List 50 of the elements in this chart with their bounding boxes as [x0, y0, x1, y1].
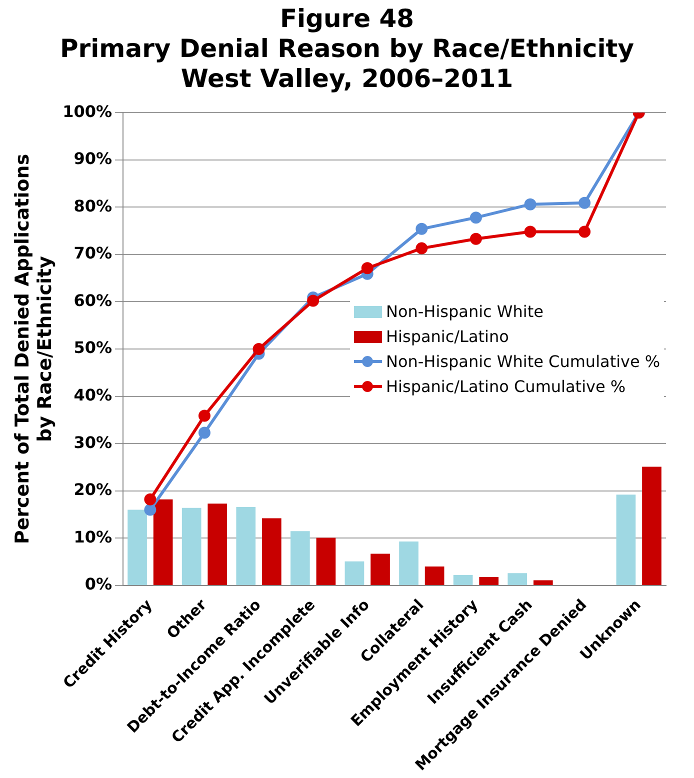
y-tick-label: 40%: [74, 385, 112, 404]
point: [578, 196, 591, 209]
point: [578, 226, 591, 238]
bar: [533, 580, 553, 585]
bar: [128, 510, 147, 585]
y-tick-label: 50%: [74, 338, 112, 358]
legend-label: Non-Hispanic White Cumulative %: [386, 351, 660, 374]
point: [144, 493, 156, 506]
bar: [399, 541, 418, 585]
point: [524, 226, 536, 238]
point: [144, 504, 156, 516]
y-tick-label: 60%: [74, 290, 112, 310]
point: [198, 410, 210, 422]
bar: [453, 575, 473, 585]
point: [198, 426, 210, 439]
bar: [316, 538, 336, 585]
bar: [153, 499, 173, 585]
bar: [182, 508, 202, 585]
y-tick-label: 0%: [84, 574, 112, 594]
bar: [508, 573, 528, 585]
point: [252, 343, 265, 356]
bar: [642, 466, 662, 585]
y-tick-label: 100%: [62, 102, 112, 121]
y-tick-label: 80%: [74, 196, 112, 216]
y-tick-label: 90%: [74, 149, 112, 168]
point: [470, 212, 482, 224]
bar: [208, 504, 228, 585]
bar: [479, 576, 499, 585]
bar: [290, 531, 310, 585]
chart-title: Figure 48 Primary Denial Reason by Race/Ethnicity West Valley, 2006–2011: [58, 4, 636, 94]
point: [416, 242, 428, 254]
point: [470, 232, 482, 245]
legend-label: Hispanic/Latino Cumulative %: [386, 376, 626, 398]
bar: [616, 494, 636, 585]
point: [361, 262, 374, 274]
y-tick-label: 20%: [74, 480, 112, 500]
y-tick-label: 70%: [74, 244, 112, 263]
bar: [262, 518, 282, 585]
y-tick-label: 30%: [74, 432, 112, 452]
legend-label: Non-Hispanic White: [386, 301, 544, 324]
legend-label: Hispanic/Latino: [386, 326, 509, 348]
bar: [344, 561, 364, 585]
y-tick-label: 10%: [74, 527, 112, 546]
point: [307, 294, 320, 307]
bar: [236, 506, 256, 585]
bar: [370, 554, 390, 585]
point: [416, 222, 428, 235]
y-axis-title: Percent of Total Denied Applications by Race/Ethnicity: [11, 154, 56, 544]
point: [524, 198, 536, 210]
bar: [424, 566, 444, 585]
